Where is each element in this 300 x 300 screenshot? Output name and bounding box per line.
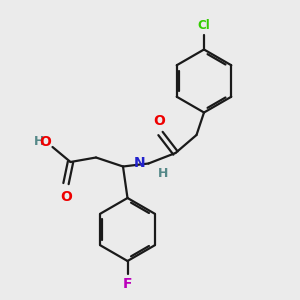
Text: O: O [39, 136, 51, 149]
Text: O: O [60, 190, 72, 204]
Text: F: F [123, 278, 132, 292]
Text: N: N [133, 157, 145, 170]
Text: O: O [153, 114, 165, 128]
Text: Cl: Cl [198, 19, 210, 32]
Text: H: H [34, 135, 44, 148]
Text: H: H [158, 167, 169, 180]
